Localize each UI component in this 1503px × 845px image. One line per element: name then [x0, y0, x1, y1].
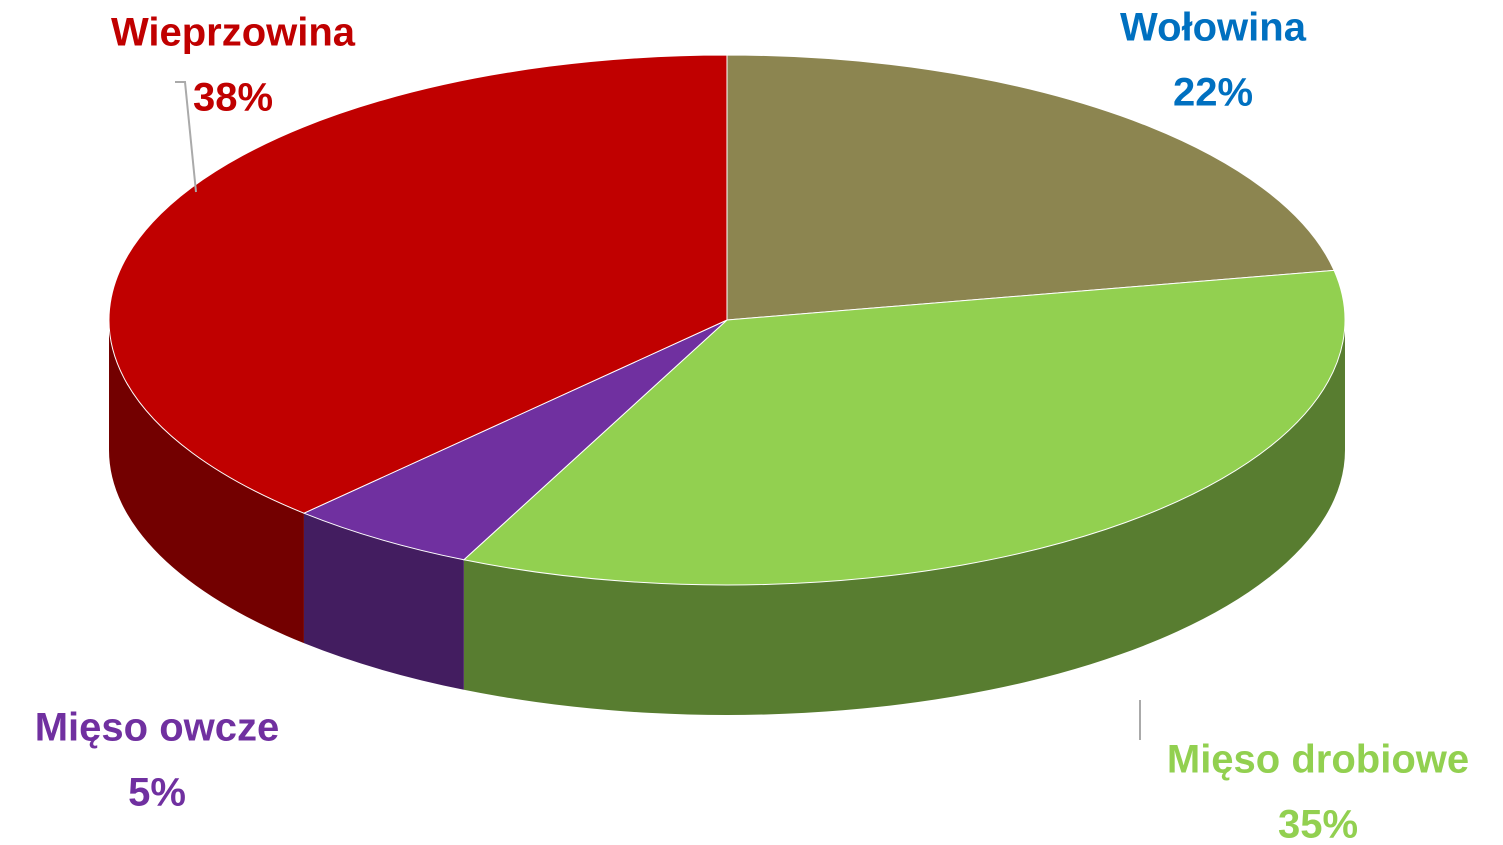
data-labels: Wołowina 22% Mięso drobiowe 35% Mięso owcze 5… — [35, 6, 1469, 845]
pie-slice — [108, 54, 728, 514]
value-label: 22% — [1173, 71, 1253, 115]
pie-side — [303, 513, 464, 690]
pie-slice — [726, 54, 1335, 321]
leader-line — [175, 81, 197, 193]
pie-slice — [302, 319, 728, 561]
value-label: 38% — [193, 76, 273, 120]
pie-side — [109, 320, 304, 644]
category-label: Wieprzowina — [111, 11, 356, 55]
value-label: 35% — [1278, 803, 1358, 845]
category-label: Mięso owcze — [35, 706, 280, 750]
pie-slice — [462, 269, 1346, 586]
pie-side — [463, 320, 1345, 715]
pie-sides — [109, 320, 1345, 715]
category-label: Wołowina — [1120, 6, 1307, 50]
category-label: Mięso drobiowe — [1167, 738, 1469, 782]
pie-tops — [108, 54, 1346, 586]
value-label: 5% — [128, 771, 186, 815]
